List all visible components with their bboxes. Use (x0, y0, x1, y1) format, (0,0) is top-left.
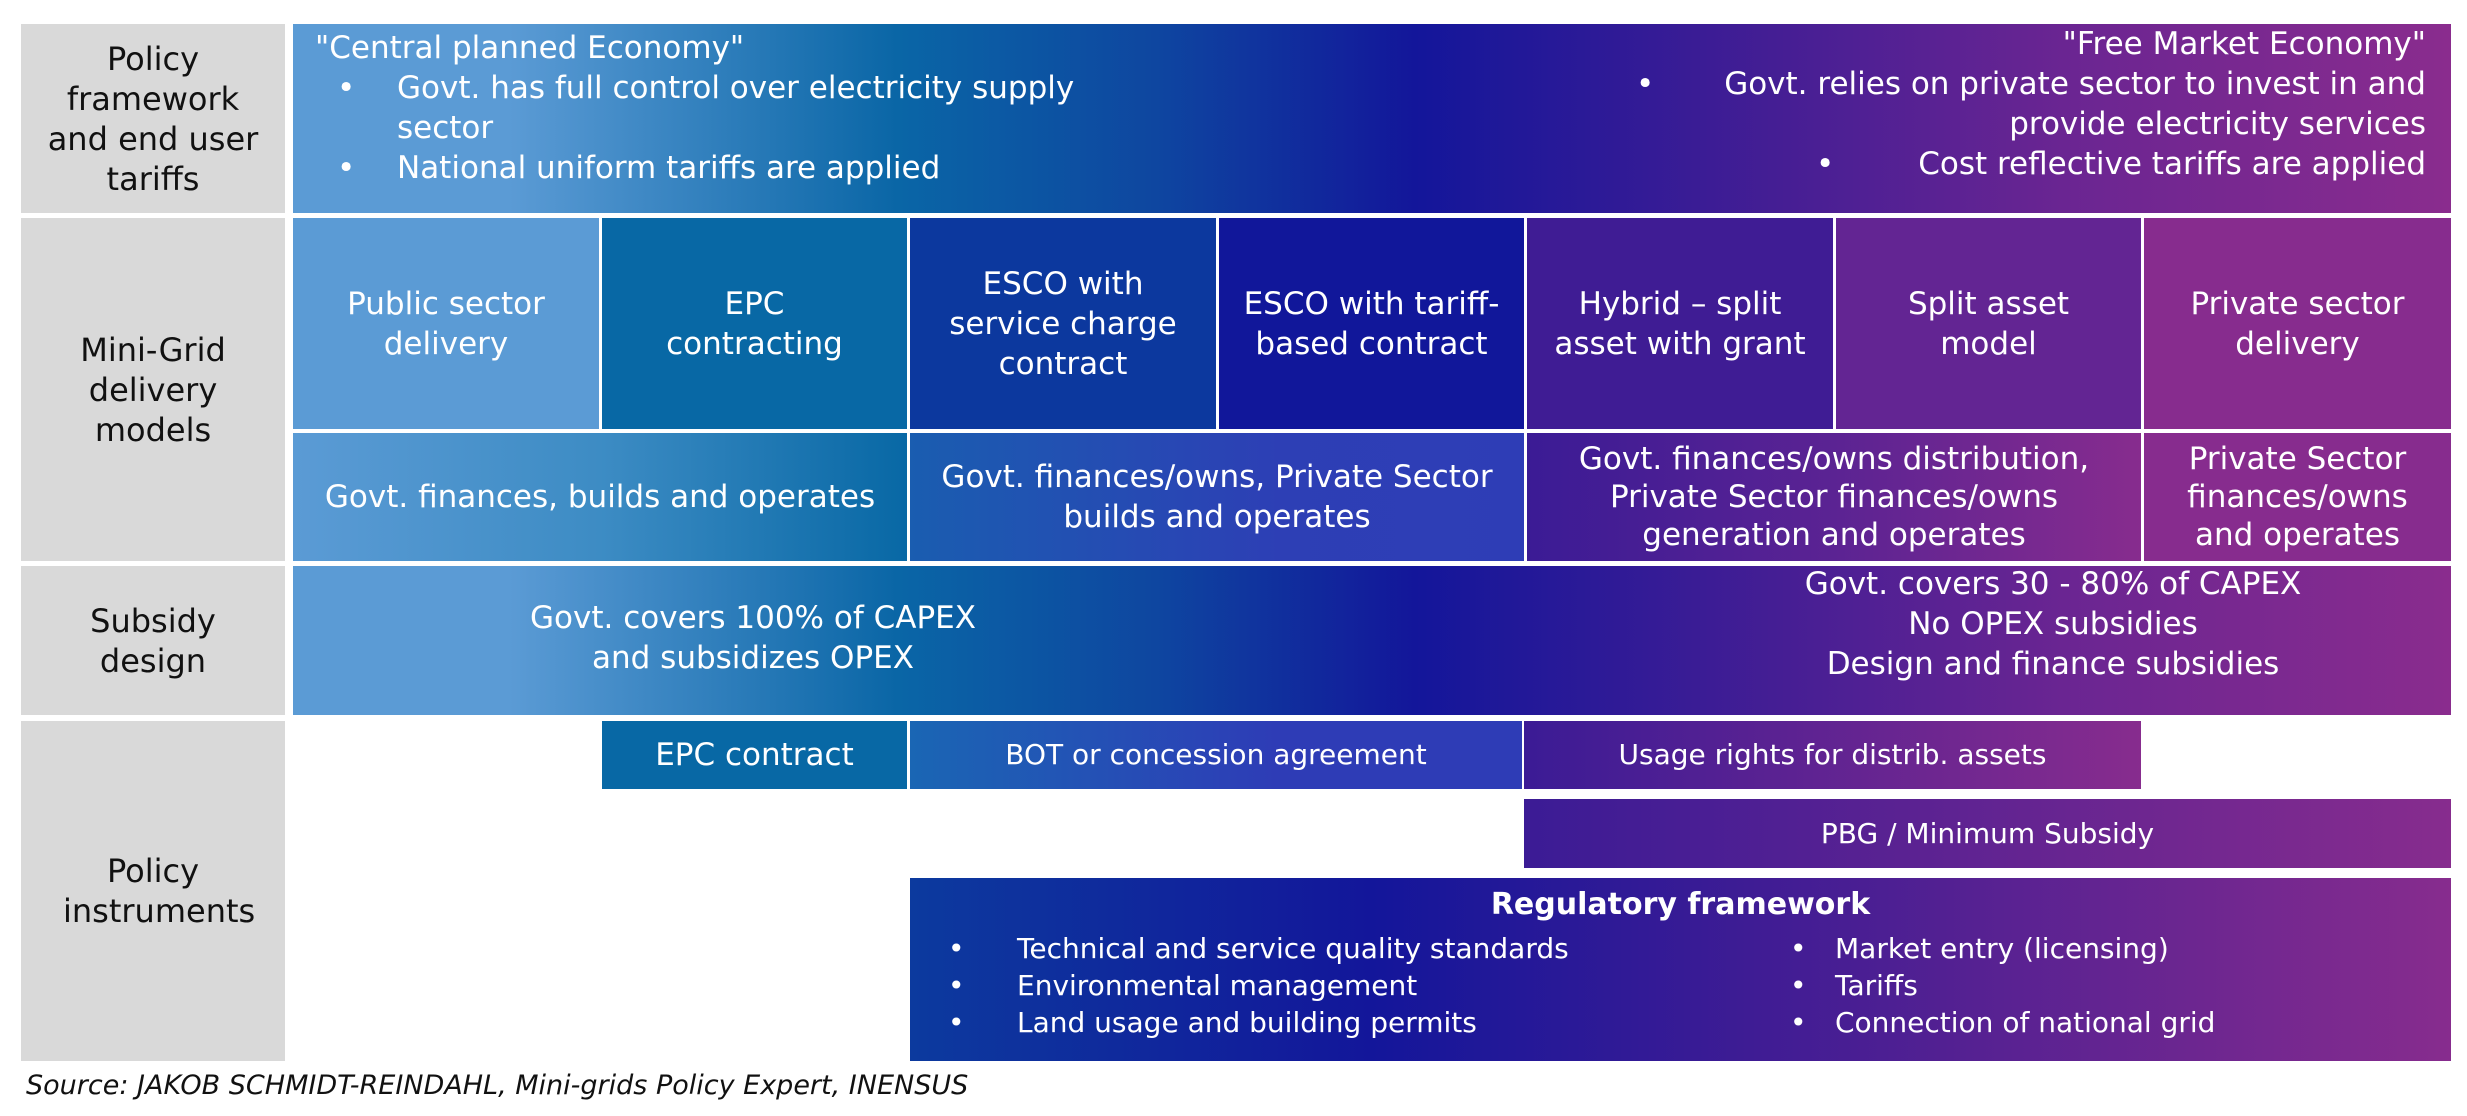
subsidy-line: No OPEX subsidies (1908, 606, 2198, 642)
ownership-govt-private-builds: Govt. finances/owns, Private Sector buil… (910, 433, 1524, 561)
subsidy-band: Govt. covers 100% of CAPEX and subsidize… (293, 566, 2451, 715)
model-split-asset: Split asset model (1836, 218, 2141, 429)
instrument-epc-contract: EPC contract (602, 721, 907, 789)
subsidy-line: Govt. covers 30 - 80% of CAPEX (1804, 566, 2302, 602)
regulatory-right-list: • Market entry (licensing) • Tariffs • Conn… (1790, 930, 2215, 1041)
bullet-item: • Tariffs (1790, 969, 1918, 1002)
model-public-sector: Public sector delivery (293, 218, 599, 429)
row-label-subsidy: Subsidy design (21, 566, 285, 715)
model-label: Private sector delivery (2190, 285, 2405, 362)
bullet-text: Govt. relies on private sector to invest… (1724, 66, 2426, 142)
bullet-text: Govt. has full control over electricity … (397, 70, 1075, 146)
model-label: ESCO with service charge contract (949, 265, 1177, 382)
bullet-item: • Connection of national grid (1790, 1006, 2216, 1039)
central-planned-title: "Central planned Economy" (315, 30, 745, 66)
model-label: Public sector delivery (347, 285, 545, 362)
bullet-item: • Govt. has full control over electricity… (337, 70, 1075, 146)
instrument-usage-rights: Usage rights for distrib. assets (1524, 721, 2141, 789)
instrument-label: BOT or concession agreement (1005, 738, 1427, 771)
instrument-bot: BOT or concession agreement (910, 721, 1522, 789)
ownership-govt: Govt. finances, builds and operates (293, 433, 907, 561)
regulatory-left-list: • Technical and service quality standards… (930, 930, 1569, 1041)
instrument-label: Usage rights for distrib. assets (1618, 738, 2047, 771)
ownership-private: Private Sector finances/owns and operate… (2144, 433, 2451, 561)
row-label-text: Mini-Grid delivery models (80, 330, 226, 449)
row-label-instruments: Policy instruments (21, 721, 285, 1061)
row-label-text: Policy framework and end user tariffs (47, 39, 259, 198)
row-label-policy-framework: Policy framework and end user tariffs (21, 24, 285, 213)
subsidy-line: Design and finance subsidies (1826, 646, 2280, 682)
model-label: ESCO with tariff-based contract (1243, 285, 1500, 362)
subsidy-line: and subsidizes OPEX (592, 640, 914, 676)
bullet-text: Tariffs (1835, 969, 1918, 1002)
bullet-item: • Land usage and building permits (948, 1006, 1477, 1039)
instrument-label: EPC contract (655, 737, 854, 773)
bullet-item: • National uniform tariffs are applied (337, 150, 941, 186)
ownership-text: Private Sector finances/owns and operate… (2187, 441, 2408, 553)
model-hybrid: Hybrid – split asset with grant (1527, 218, 1833, 429)
central-planned-block: "Central planned Economy" • Govt. has ful… (315, 28, 1115, 188)
bullet-text: Market entry (licensing) (1835, 932, 2169, 965)
row-label-text: Policy instruments (63, 852, 256, 930)
ownership-text: Govt. finances/owns, Private Sector buil… (941, 459, 1493, 535)
model-esco-tariff: ESCO with tariff-based contract (1219, 218, 1524, 429)
bullet-item: • Environmental management (948, 969, 1418, 1002)
bullet-text: Cost reflective tariffs are applied (1918, 146, 2426, 182)
ownership-split: Govt. finances/owns distribution, Privat… (1527, 433, 2141, 561)
bullet-text: Connection of national grid (1835, 1006, 2216, 1039)
bullet-item: • Cost reflective tariffs are applied (1816, 146, 2426, 182)
bullet-item: • Market entry (licensing) (1790, 932, 2169, 965)
bullet-text: National uniform tariffs are applied (397, 150, 941, 186)
bullet-item: • Govt. relies on private sector to inves… (1636, 66, 2426, 142)
model-esco-service-charge: ESCO with service charge contract (910, 218, 1216, 429)
regulatory-framework: Regulatory framework • Technical and serv… (910, 878, 2451, 1061)
policy-framework-band: "Central planned Economy" • Govt. has ful… (293, 24, 2451, 213)
source-caption: Source: JAKOB SCHMIDT-REINDAHL, Mini-gri… (26, 1070, 969, 1101)
free-market-title: "Free Market Economy" (2062, 26, 2426, 62)
free-market-bullets: • Govt. relies on private sector to inves… (1526, 64, 2426, 184)
free-market-block: "Free Market Economy" • Govt. relies on p… (1526, 24, 2426, 184)
bullet-text: Environmental management (1017, 969, 1418, 1002)
subsidy-line: Govt. covers 100% of CAPEX (530, 600, 976, 636)
model-epc: EPC contracting (602, 218, 907, 429)
central-planned-bullets: • Govt. has full control over electricity… (315, 68, 1115, 188)
ownership-text: Govt. finances/owns distribution, Privat… (1578, 441, 2090, 553)
model-private-sector: Private sector delivery (2144, 218, 2451, 429)
regulatory-title: Regulatory framework (1490, 887, 1871, 922)
row-label-text: Subsidy design (90, 601, 216, 680)
instrument-pbg: PBG / Minimum Subsidy (1524, 799, 2451, 868)
model-label: EPC contracting (666, 285, 843, 362)
bullet-text: Land usage and building permits (1017, 1006, 1477, 1039)
bullet-text: Technical and service quality standards (1017, 932, 1569, 965)
ownership-text: Govt. finances, builds and operates (324, 479, 876, 515)
instrument-label: PBG / Minimum Subsidy (1820, 816, 2155, 850)
model-label: Split asset model (1907, 285, 2070, 362)
row-label-delivery-models: Mini-Grid delivery models (21, 218, 285, 561)
subsidy-left: Govt. covers 100% of CAPEX and subsidize… (493, 598, 1013, 678)
subsidy-right: Govt. covers 30 - 80% of CAPEX No OPEX s… (1733, 564, 2373, 684)
bullet-item: • Technical and service quality standards (948, 932, 1569, 965)
model-label: Hybrid – split asset with grant (1554, 285, 1806, 362)
